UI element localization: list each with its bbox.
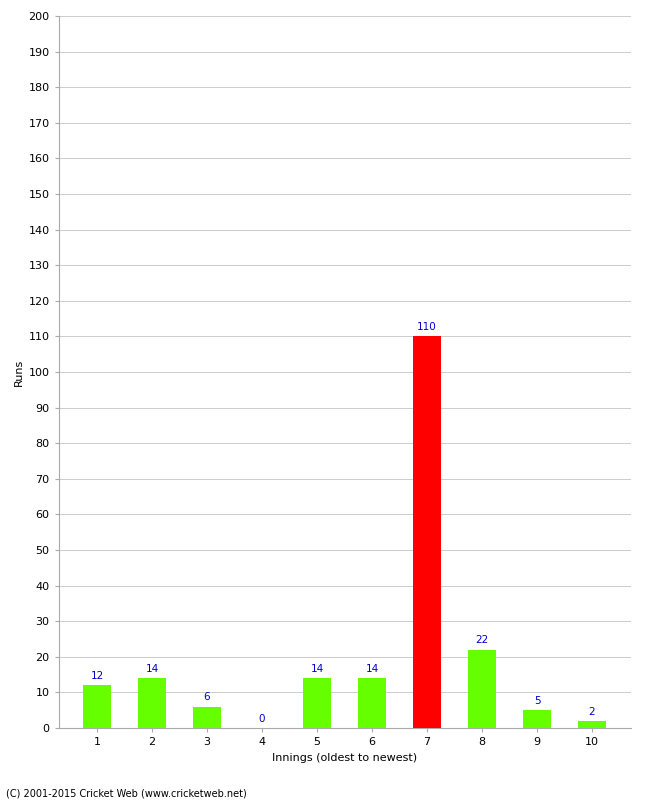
Bar <box>83 686 111 728</box>
Text: 12: 12 <box>90 671 103 681</box>
Bar <box>468 650 496 728</box>
Bar <box>523 710 551 728</box>
Bar <box>304 678 331 728</box>
Y-axis label: Runs: Runs <box>14 358 24 386</box>
Bar <box>413 336 441 728</box>
Text: 5: 5 <box>534 696 540 706</box>
Text: (C) 2001-2015 Cricket Web (www.cricketweb.net): (C) 2001-2015 Cricket Web (www.cricketwe… <box>6 788 247 798</box>
Bar <box>193 706 221 728</box>
Text: 2: 2 <box>589 706 595 717</box>
Text: 0: 0 <box>259 714 265 724</box>
Text: 14: 14 <box>311 664 324 674</box>
Bar <box>138 678 166 728</box>
Bar <box>358 678 385 728</box>
Text: 14: 14 <box>146 664 159 674</box>
Text: 14: 14 <box>365 664 379 674</box>
Text: 110: 110 <box>417 322 437 332</box>
Bar <box>578 721 606 728</box>
Text: 6: 6 <box>203 692 211 702</box>
Text: 22: 22 <box>475 635 489 646</box>
X-axis label: Innings (oldest to newest): Innings (oldest to newest) <box>272 753 417 762</box>
